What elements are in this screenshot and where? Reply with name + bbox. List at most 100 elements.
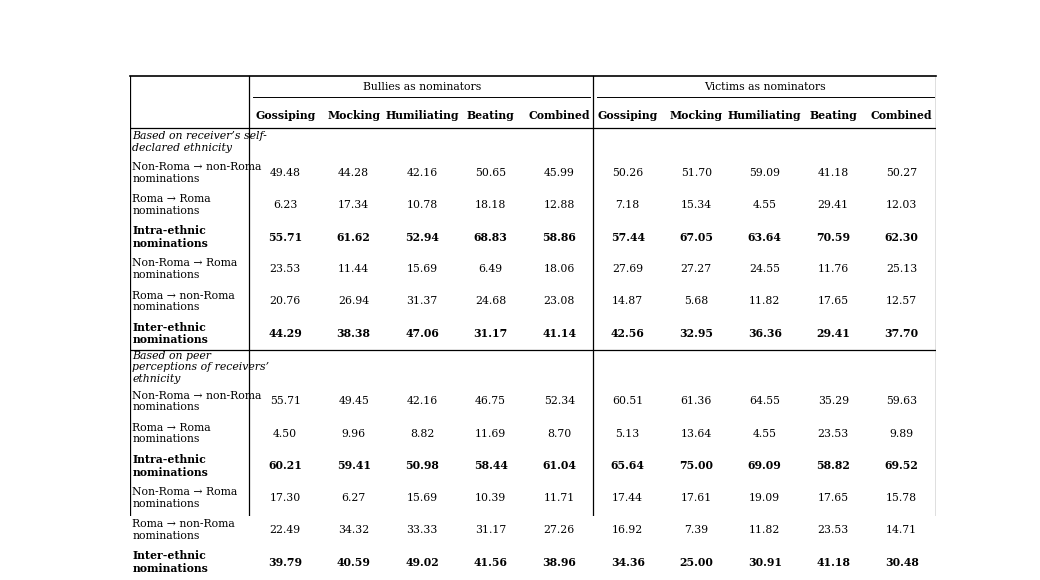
Text: 59.63: 59.63 [886,396,917,407]
Text: 9.96: 9.96 [341,429,366,438]
Text: 70.59: 70.59 [816,231,851,242]
Text: 41.18: 41.18 [817,168,849,177]
Text: 69.09: 69.09 [748,461,782,471]
Text: 51.70: 51.70 [680,168,711,177]
Text: 38.96: 38.96 [542,557,576,568]
Text: 23.53: 23.53 [817,429,849,438]
Text: 61.36: 61.36 [680,396,712,407]
Text: 11.82: 11.82 [749,296,780,306]
Text: Bullies as nominators: Bullies as nominators [363,82,482,92]
Text: 42.16: 42.16 [407,396,438,407]
Text: 16.92: 16.92 [613,525,644,535]
Text: 8.82: 8.82 [410,429,435,438]
Text: 14.87: 14.87 [613,296,644,306]
Text: 15.69: 15.69 [407,264,438,274]
Text: Beating: Beating [809,110,857,121]
Text: 4.55: 4.55 [753,429,777,438]
Text: 61.62: 61.62 [337,231,370,242]
Text: 12.57: 12.57 [886,296,917,306]
Text: 11.69: 11.69 [475,429,506,438]
Text: 34.36: 34.36 [610,557,645,568]
Text: 4.50: 4.50 [274,429,297,438]
Text: 46.75: 46.75 [475,396,506,407]
Text: 12.03: 12.03 [886,200,917,210]
Text: Mocking: Mocking [670,110,723,121]
Text: Non-Roma → non-Roma
nominations: Non-Roma → non-Roma nominations [132,162,262,183]
Text: 42.56: 42.56 [610,328,645,339]
Text: 18.18: 18.18 [475,200,506,210]
Text: Based on receiver’s self-
declared ethnicity: Based on receiver’s self- declared ethni… [132,132,267,153]
Text: 10.39: 10.39 [475,493,506,503]
Text: Mocking: Mocking [328,110,381,121]
Text: Humiliating: Humiliating [386,110,459,121]
Text: 63.64: 63.64 [748,231,782,242]
Text: 23.08: 23.08 [544,296,575,306]
Text: 25.13: 25.13 [886,264,917,274]
Text: 23.53: 23.53 [269,264,301,274]
Text: 41.18: 41.18 [816,557,851,568]
Text: 24.55: 24.55 [749,264,780,274]
Text: 33.33: 33.33 [407,525,438,535]
Text: 38.38: 38.38 [337,328,370,339]
Text: Gossiping: Gossiping [598,110,658,121]
Text: 23.53: 23.53 [817,525,849,535]
Text: 11.71: 11.71 [544,493,575,503]
Text: 31.17: 31.17 [475,525,506,535]
Text: Intra-ethnic
nominations: Intra-ethnic nominations [132,225,208,249]
Text: 49.02: 49.02 [406,557,439,568]
Text: 58.44: 58.44 [474,461,508,471]
Text: 65.64: 65.64 [610,461,645,471]
Text: 44.29: 44.29 [268,328,302,339]
Text: Non-Roma → Roma
nominations: Non-Roma → Roma nominations [132,259,238,280]
Text: 17.44: 17.44 [613,493,643,503]
Text: 49.45: 49.45 [338,396,369,407]
Text: 31.37: 31.37 [407,296,438,306]
Text: 31.17: 31.17 [473,328,508,339]
Text: Non-Roma → non-Roma
nominations: Non-Roma → non-Roma nominations [132,390,262,412]
Text: Beating: Beating [467,110,515,121]
Text: 17.61: 17.61 [680,493,711,503]
Text: 27.27: 27.27 [680,264,711,274]
Text: 39.79: 39.79 [268,557,303,568]
Text: 11.44: 11.44 [338,264,369,274]
Text: 58.86: 58.86 [542,231,576,242]
Text: 11.76: 11.76 [817,264,849,274]
Text: 10.78: 10.78 [407,200,438,210]
Text: Roma → Roma
nominations: Roma → Roma nominations [132,194,211,216]
Text: 34.32: 34.32 [338,525,369,535]
Text: 64.55: 64.55 [749,396,780,407]
Text: 22.49: 22.49 [269,525,301,535]
Text: 47.06: 47.06 [406,328,439,339]
Text: 14.71: 14.71 [886,525,917,535]
Text: 26.94: 26.94 [338,296,369,306]
Text: 5.13: 5.13 [616,429,640,438]
Text: 9.89: 9.89 [889,429,914,438]
Text: 19.09: 19.09 [749,493,780,503]
Text: 20.76: 20.76 [269,296,301,306]
Text: 37.70: 37.70 [885,328,918,339]
Text: 61.04: 61.04 [542,461,576,471]
Text: 11.82: 11.82 [749,525,780,535]
Text: Roma → non-Roma
nominations: Roma → non-Roma nominations [132,519,235,541]
Text: 60.21: 60.21 [268,461,302,471]
Text: 40.59: 40.59 [337,557,370,568]
Text: 69.52: 69.52 [885,461,918,471]
Text: 5.68: 5.68 [684,296,708,306]
Text: 17.65: 17.65 [817,296,849,306]
Text: 15.69: 15.69 [407,493,438,503]
Text: 6.23: 6.23 [272,200,297,210]
Text: 6.27: 6.27 [341,493,366,503]
Text: 50.65: 50.65 [475,168,506,177]
Text: Inter-ethnic
nominations: Inter-ethnic nominations [132,322,208,346]
Text: 35.29: 35.29 [817,396,849,407]
Text: 59.41: 59.41 [337,461,370,471]
Text: 49.48: 49.48 [269,168,301,177]
Text: Based on peer
perceptions of receivers’
ethnicity: Based on peer perceptions of receivers’ … [132,351,269,384]
Text: 50.98: 50.98 [406,461,439,471]
Text: 4.55: 4.55 [753,200,777,210]
Text: 59.09: 59.09 [749,168,780,177]
Text: 67.05: 67.05 [679,231,713,242]
Text: 55.71: 55.71 [268,231,303,242]
Text: Combined: Combined [870,110,933,121]
Text: 57.44: 57.44 [610,231,645,242]
